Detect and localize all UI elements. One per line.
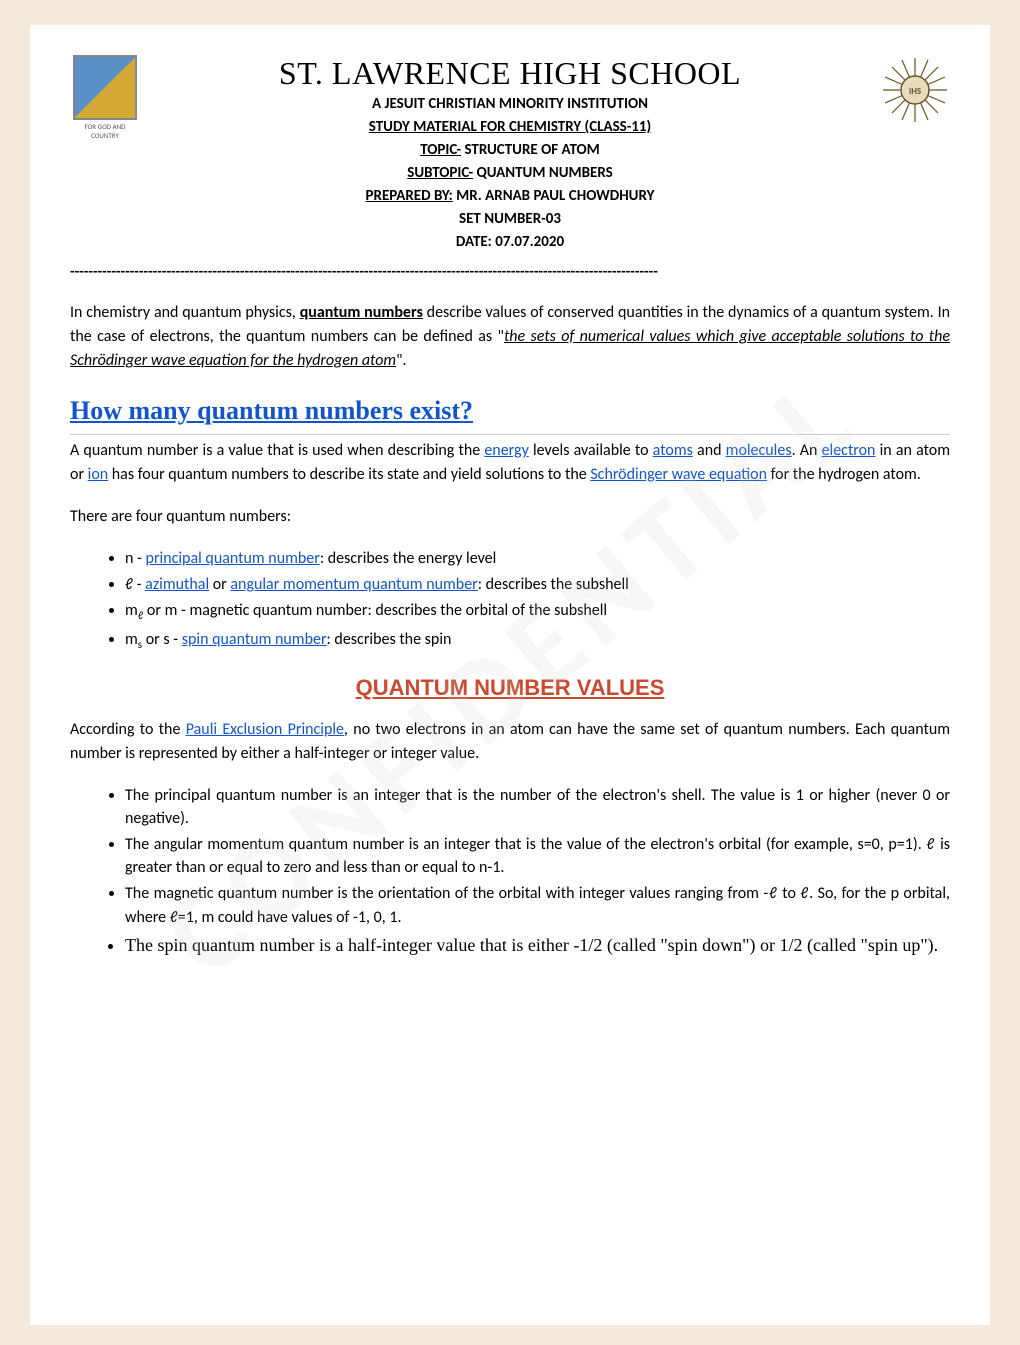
logo-caption: FOR GOD AND COUNTRY — [70, 122, 140, 140]
section1-p2: There are four quantum numbers: — [70, 505, 950, 529]
angular-momentum-link[interactable]: angular momentum quantum number — [230, 575, 477, 594]
list-item: ms or s - spin quantum number: describes… — [125, 628, 950, 653]
spin-qn-link[interactable]: spin quantum number — [182, 630, 327, 649]
set-number: SET NUMBER-03 — [140, 209, 880, 230]
list-item: n - principal quantum number: describes … — [125, 547, 950, 570]
quantum-numbers-term: quantum numbers — [300, 303, 423, 322]
content-body: In chemistry and quantum physics, quantu… — [70, 301, 950, 958]
list-item: The spin quantum number is a half-intege… — [125, 932, 950, 958]
svg-text:IHS: IHS — [909, 86, 921, 97]
header-row: FOR GOD AND COUNTRY ST. LAWRENCE HIGH SC… — [70, 55, 950, 255]
section1-p1: A quantum number is a value that is used… — [70, 439, 950, 487]
divider-line: ----------------------------------------… — [70, 263, 950, 281]
quantum-numbers-list: n - principal quantum number: describes … — [70, 547, 950, 653]
prepared-label: PREPARED BY: — [366, 187, 453, 205]
pauli-link[interactable]: Pauli Exclusion Principle — [186, 720, 344, 739]
atoms-link[interactable]: atoms — [653, 441, 693, 460]
azimuthal-link[interactable]: azimuthal — [145, 575, 209, 594]
subtitle: A JESUIT CHRISTIAN MINORITY INSTITUTION — [140, 94, 880, 115]
study-material-line: STUDY MATERIAL FOR CHEMISTRY (CLASS-11) — [140, 117, 880, 138]
section-heading-2: QUANTUM NUMBER VALUES — [70, 671, 950, 704]
header-center: ST. LAWRENCE HIGH SCHOOL A JESUIT CHRIST… — [140, 55, 880, 255]
section-heading-1: How many quantum numbers exist? — [70, 391, 950, 435]
school-logo-left: FOR GOD AND COUNTRY — [70, 55, 140, 140]
schrodinger-link[interactable]: Schrödinger wave equation — [590, 465, 767, 484]
topic-label: TOPIC- — [420, 141, 461, 159]
prepared-line: PREPARED BY: MR. ARNAB PAUL CHOWDHURY — [140, 186, 880, 207]
list-item: The magnetic quantum number is the orien… — [125, 882, 950, 928]
prepared-value: MR. ARNAB PAUL CHOWDHURY — [453, 187, 655, 205]
topic-line: TOPIC- STRUCTURE OF ATOM — [140, 140, 880, 161]
energy-link[interactable]: energy — [484, 441, 528, 460]
list-item: mℓ or m - magnetic quantum number: descr… — [125, 599, 950, 624]
section2-p1: According to the Pauli Exclusion Princip… — [70, 718, 950, 766]
date: DATE: 07.07.2020 — [140, 232, 880, 253]
shield-icon — [73, 55, 137, 120]
list-item: The principal quantum number is an integ… — [125, 784, 950, 830]
list-item: ℓ - azimuthal or angular momentum quantu… — [125, 573, 950, 596]
document-page: CONFIDENTIAL FOR GOD AND COUNTRY ST. LAW… — [30, 25, 990, 1325]
topic-value: STRUCTURE OF ATOM — [461, 141, 600, 159]
subtopic-line: SUBTOPIC- QUANTUM NUMBERS — [140, 163, 880, 184]
sunburst-icon: IHS — [880, 55, 950, 125]
electron-link[interactable]: electron — [822, 441, 876, 460]
jesuit-logo-right: IHS — [880, 55, 950, 125]
molecules-link[interactable]: molecules — [726, 441, 792, 460]
intro-paragraph: In chemistry and quantum physics, quantu… — [70, 301, 950, 373]
values-list: The principal quantum number is an integ… — [70, 784, 950, 958]
principal-qn-link[interactable]: principal quantum number — [146, 549, 320, 568]
subtopic-value: QUANTUM NUMBERS — [473, 164, 613, 182]
ion-link[interactable]: ion — [88, 465, 109, 484]
school-name: ST. LAWRENCE HIGH SCHOOL — [140, 55, 880, 92]
list-item: The angular momentum quantum number is a… — [125, 833, 950, 879]
subtopic-label: SUBTOPIC- — [407, 164, 473, 182]
